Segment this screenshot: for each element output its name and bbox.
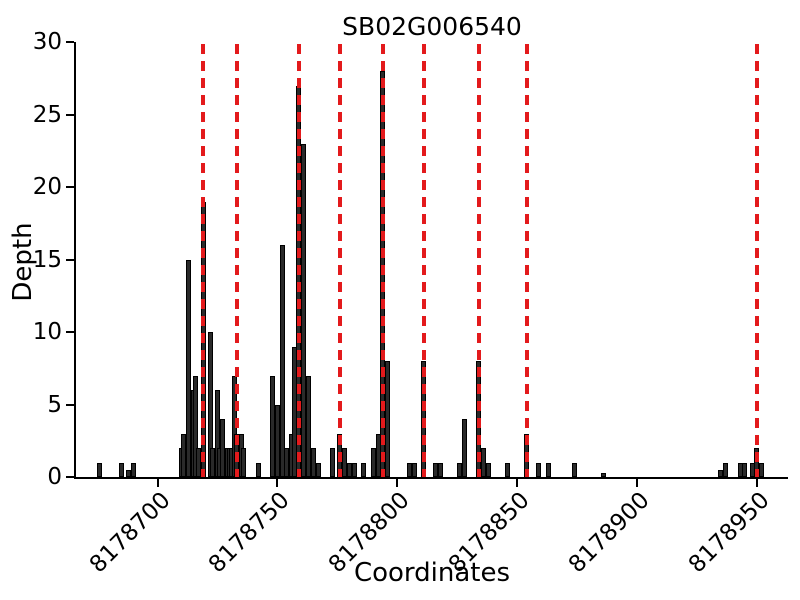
y-tick-label: 10 <box>32 319 62 345</box>
depth-bar <box>270 375 276 477</box>
highlight-marker-line <box>380 44 385 477</box>
depth-bar <box>461 419 467 477</box>
depth-bar <box>315 462 321 477</box>
y-tick-label: 30 <box>32 29 62 55</box>
depth-bar <box>759 462 765 477</box>
y-tick-label: 25 <box>32 101 62 128</box>
depth-bar <box>119 462 125 477</box>
y-tick-label: 15 <box>32 246 62 273</box>
depth-bar <box>131 462 137 477</box>
depth-bar <box>545 462 551 477</box>
depth-bar <box>375 433 381 477</box>
depth-bar <box>411 462 417 477</box>
depth-bar <box>210 448 216 477</box>
depth-bar <box>361 462 367 477</box>
x-tick <box>635 479 638 487</box>
depth-bar <box>370 448 376 477</box>
depth-bar <box>485 462 491 477</box>
y-tick <box>66 41 74 43</box>
x-tick <box>276 479 279 487</box>
x-tick <box>516 479 519 487</box>
highlight-marker-line <box>296 44 301 477</box>
depth-bar <box>279 245 285 477</box>
y-tick <box>66 331 74 333</box>
y-tick <box>66 186 74 188</box>
highlight-marker-line <box>234 44 239 477</box>
depth-bar <box>505 462 510 477</box>
depth-bar <box>742 462 748 477</box>
depth-bar <box>351 462 357 477</box>
highlight-marker-line <box>421 44 426 477</box>
depth-bar <box>737 462 743 477</box>
x-tick-label: 8178700 <box>84 487 176 579</box>
depth-bar <box>536 462 542 477</box>
y-tick <box>66 403 74 406</box>
depth-bar <box>406 462 412 477</box>
y-tick <box>66 258 74 261</box>
depth-bar <box>291 346 297 477</box>
depth-bar <box>385 361 391 477</box>
depth-bar <box>310 448 316 477</box>
y-tick <box>66 113 74 116</box>
depth-bar <box>97 462 103 477</box>
depth-bar <box>126 469 132 477</box>
depth-bar <box>255 462 261 477</box>
x-axis-line <box>76 477 788 479</box>
depth-bar <box>457 462 463 477</box>
y-tick-label: 20 <box>32 174 62 200</box>
depth-bar <box>433 462 439 477</box>
depth-bar <box>718 469 724 477</box>
depth-bar <box>219 419 225 477</box>
y-axis-line <box>74 42 76 479</box>
depth-bar <box>600 472 606 477</box>
x-tick <box>755 479 758 487</box>
depth-bar <box>437 462 443 477</box>
depth-bar <box>572 462 578 477</box>
highlight-marker-line <box>337 44 342 477</box>
chart-title: SB02G006540 <box>342 12 522 41</box>
depth-bar <box>341 448 347 477</box>
depth-bar <box>306 375 312 477</box>
depth-bar <box>301 143 307 477</box>
highlight-marker-line <box>476 44 481 477</box>
y-tick <box>66 476 74 478</box>
highlight-marker-line <box>754 44 759 477</box>
depth-bar <box>274 404 280 477</box>
y-tick-label: 0 <box>47 464 62 490</box>
depth-bar <box>181 433 187 477</box>
depth-bar <box>284 448 290 477</box>
x-axis-label: Coordinates <box>353 558 511 588</box>
depth-bar <box>346 462 352 477</box>
depth-bar <box>330 448 335 477</box>
depth-bar <box>186 259 192 477</box>
highlight-marker-line <box>524 44 529 477</box>
depth-bar <box>481 448 487 477</box>
depth-bar <box>723 462 729 477</box>
y-tick-label: 5 <box>47 391 62 418</box>
depth-bar <box>195 448 201 477</box>
highlight-marker-line <box>201 44 206 477</box>
x-tick <box>396 479 399 487</box>
depth-bar <box>241 448 247 477</box>
x-tick <box>156 479 159 487</box>
depth-bar <box>749 462 755 477</box>
